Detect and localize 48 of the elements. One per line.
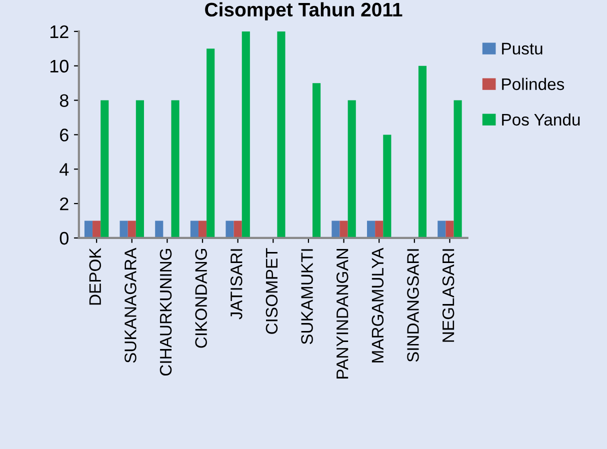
bar <box>332 220 340 238</box>
y-tick-label: 4 <box>60 163 69 176</box>
bar <box>348 100 356 238</box>
x-tick-label: NEGLASARI <box>442 249 454 342</box>
bar <box>92 220 101 238</box>
y-tick-label: 12 <box>50 25 68 38</box>
bar <box>312 83 321 238</box>
chart-title: Cisompet Tahun 2011 <box>205 2 402 20</box>
x-tick-label: JATISARI <box>230 249 242 320</box>
y-tick-label: 0 <box>60 232 68 245</box>
bar <box>234 220 242 238</box>
legend-label: Pustu <box>502 42 542 55</box>
legend-label: Pos Yandu <box>502 113 580 126</box>
bar <box>100 100 109 238</box>
x-tick-label: SUKANAGARA <box>124 248 136 363</box>
y-tick-label: 6 <box>60 128 68 142</box>
bar <box>438 220 446 238</box>
x-tick-label: MARGAMULYA <box>372 248 384 362</box>
y-tick-label: 10 <box>50 60 68 73</box>
bar <box>383 134 392 238</box>
bar <box>418 66 427 238</box>
x-tick-label: SINDANGSARI <box>407 249 419 362</box>
bar <box>446 220 454 238</box>
y-tick-label: 2 <box>60 197 68 210</box>
y-tick-label: 8 <box>60 94 68 107</box>
bar <box>155 220 164 238</box>
bar <box>206 48 215 238</box>
bar <box>226 220 234 238</box>
legend-label: Polindes <box>502 78 564 90</box>
x-tick-label: DEPOK <box>89 248 102 305</box>
bar <box>242 31 250 238</box>
bar <box>340 220 348 238</box>
bar <box>120 220 128 238</box>
x-tick-label: SUKAMUKTI <box>301 249 313 344</box>
bar <box>277 31 286 238</box>
bar <box>84 220 93 238</box>
bar <box>366 220 376 238</box>
bar <box>454 100 462 238</box>
bar <box>128 220 136 238</box>
x-tick-label: CIHAURKUNING <box>160 248 172 376</box>
bar <box>136 100 144 238</box>
bar <box>375 220 384 238</box>
x-tick-label: CISOMPET <box>266 248 278 334</box>
x-tick-label: PANYINDANGAN <box>336 249 348 378</box>
bar <box>198 220 207 238</box>
x-tick-label: CIKONDANG <box>195 248 207 348</box>
bar <box>171 100 180 238</box>
bar <box>190 220 198 238</box>
